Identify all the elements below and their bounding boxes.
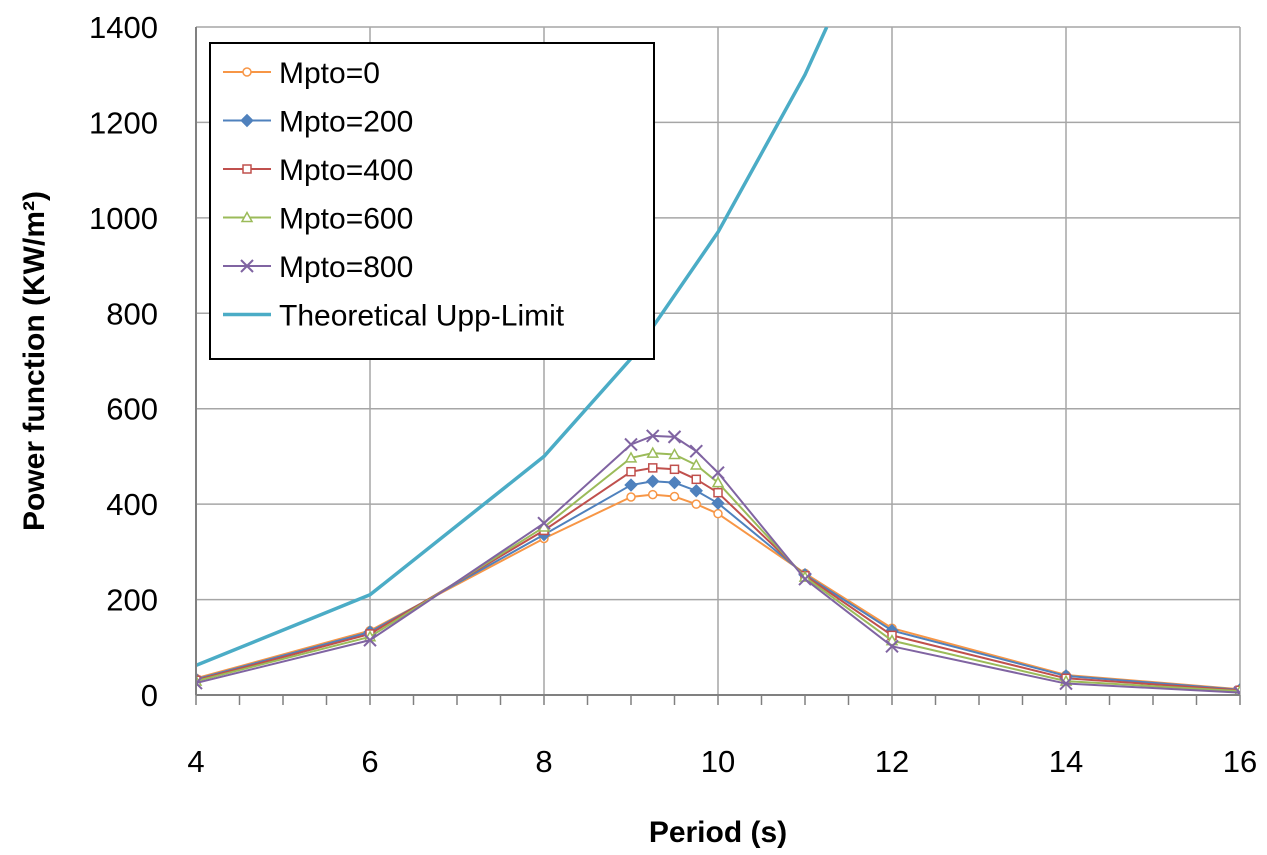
data-point (646, 446, 660, 458)
data-point (624, 478, 638, 492)
x-tick-labels: 4 6 8 10 12 14 16 (187, 744, 1257, 779)
marker-stroke (1233, 685, 1240, 695)
data-point (648, 489, 658, 500)
data-point (648, 463, 658, 473)
x-axis-title: Period (s) (649, 816, 787, 849)
x-tick-label: 4 (187, 744, 204, 779)
series-line (196, 452, 1240, 693)
marker-stroke (646, 429, 660, 443)
data-point (689, 484, 703, 498)
series-4 (196, 429, 1240, 695)
legend-label: Mpto=200 (279, 106, 413, 139)
marker-stroke (1059, 676, 1073, 691)
legend-marker (240, 210, 254, 223)
data-point (624, 451, 638, 463)
data-point (669, 491, 680, 502)
legend-label: Theoretical Upp-Limit (279, 300, 565, 333)
series-line (196, 466, 1240, 692)
data-point (667, 430, 682, 444)
x-tick-label: 12 (875, 744, 909, 779)
data-point (668, 447, 681, 460)
series-line (196, 434, 1240, 694)
data-point (691, 499, 701, 509)
legend-label: Mpto=0 (279, 57, 380, 90)
data-point (711, 476, 725, 488)
data-point (624, 437, 638, 452)
marker-stroke (667, 430, 682, 444)
data-point (689, 444, 703, 458)
data-point (885, 639, 899, 654)
x-tick-label: 6 (361, 744, 378, 779)
data-point (537, 516, 551, 530)
legend-marker (240, 259, 254, 273)
legend-label: Mpto=600 (279, 203, 413, 236)
data-point (669, 464, 680, 475)
data-point (713, 508, 723, 519)
y-tick-label: 200 (106, 583, 158, 618)
data-point (363, 633, 377, 647)
legend-box (209, 42, 655, 360)
data-point (626, 466, 636, 477)
legend-label: Mpto=400 (279, 154, 413, 187)
x-tick-label: 16 (1223, 744, 1257, 779)
data-point (667, 475, 682, 490)
legend-item: Mpto=0 (223, 57, 380, 90)
legend-marker (240, 113, 254, 128)
legend-marker (242, 164, 252, 174)
chart-axes (195, 27, 1240, 696)
marker-stroke (624, 437, 638, 452)
data-point (646, 474, 660, 488)
y-axis-title: Power function (KW/m²) (18, 191, 51, 531)
data-point (713, 487, 723, 498)
x-tick-label: 8 (535, 744, 552, 779)
data-point (711, 465, 725, 480)
data-point (689, 458, 703, 470)
y-tick-label: 1000 (89, 201, 158, 236)
legend-item: Theoretical Upp-Limit (223, 300, 565, 333)
marker-stroke (798, 572, 812, 586)
y-tick-label: 400 (106, 487, 158, 522)
y-tick-labels: 0 200 400 600 800 1000 1200 1400 (89, 10, 158, 713)
data-point (1059, 676, 1073, 691)
legend-item: Mpto=800 (223, 251, 413, 284)
data-point (691, 474, 701, 485)
legend: Mpto=0 Mpto=200 Mpto=400 Mpto=600 Mpto=800 Th… (209, 42, 655, 360)
marker-stroke (363, 633, 377, 647)
marker-stroke (537, 516, 551, 530)
data-point (196, 676, 203, 690)
legend-label: Mpto=800 (279, 251, 413, 284)
x-tick-label: 14 (1049, 744, 1083, 779)
marker-stroke (196, 676, 203, 685)
marker-stroke (689, 444, 703, 458)
legend-item: Mpto=600 (223, 203, 413, 236)
legend-item: Mpto=200 (223, 106, 413, 139)
marker-stroke (711, 465, 725, 480)
y-tick-label: 0 (141, 678, 158, 713)
x-tick-label: 10 (701, 744, 735, 779)
y-tick-label: 1200 (89, 105, 158, 140)
marker-stroke (240, 259, 254, 273)
data-point (1233, 685, 1240, 695)
data-point (885, 634, 899, 646)
data-point (798, 572, 812, 586)
y-tick-label: 1400 (89, 10, 158, 45)
data-point (711, 496, 725, 510)
x-minor-ticks (195, 695, 1241, 705)
data-point (646, 429, 660, 443)
series-line (196, 493, 1240, 691)
series-line (196, 480, 1240, 691)
y-tick-label: 600 (106, 392, 158, 427)
marker-stroke (885, 639, 899, 654)
y-tick-label: 800 (106, 296, 158, 331)
legend-marker (242, 67, 252, 77)
marker-stroke (196, 681, 203, 690)
legend-item: Mpto=400 (223, 154, 413, 187)
data-point (626, 492, 636, 502)
